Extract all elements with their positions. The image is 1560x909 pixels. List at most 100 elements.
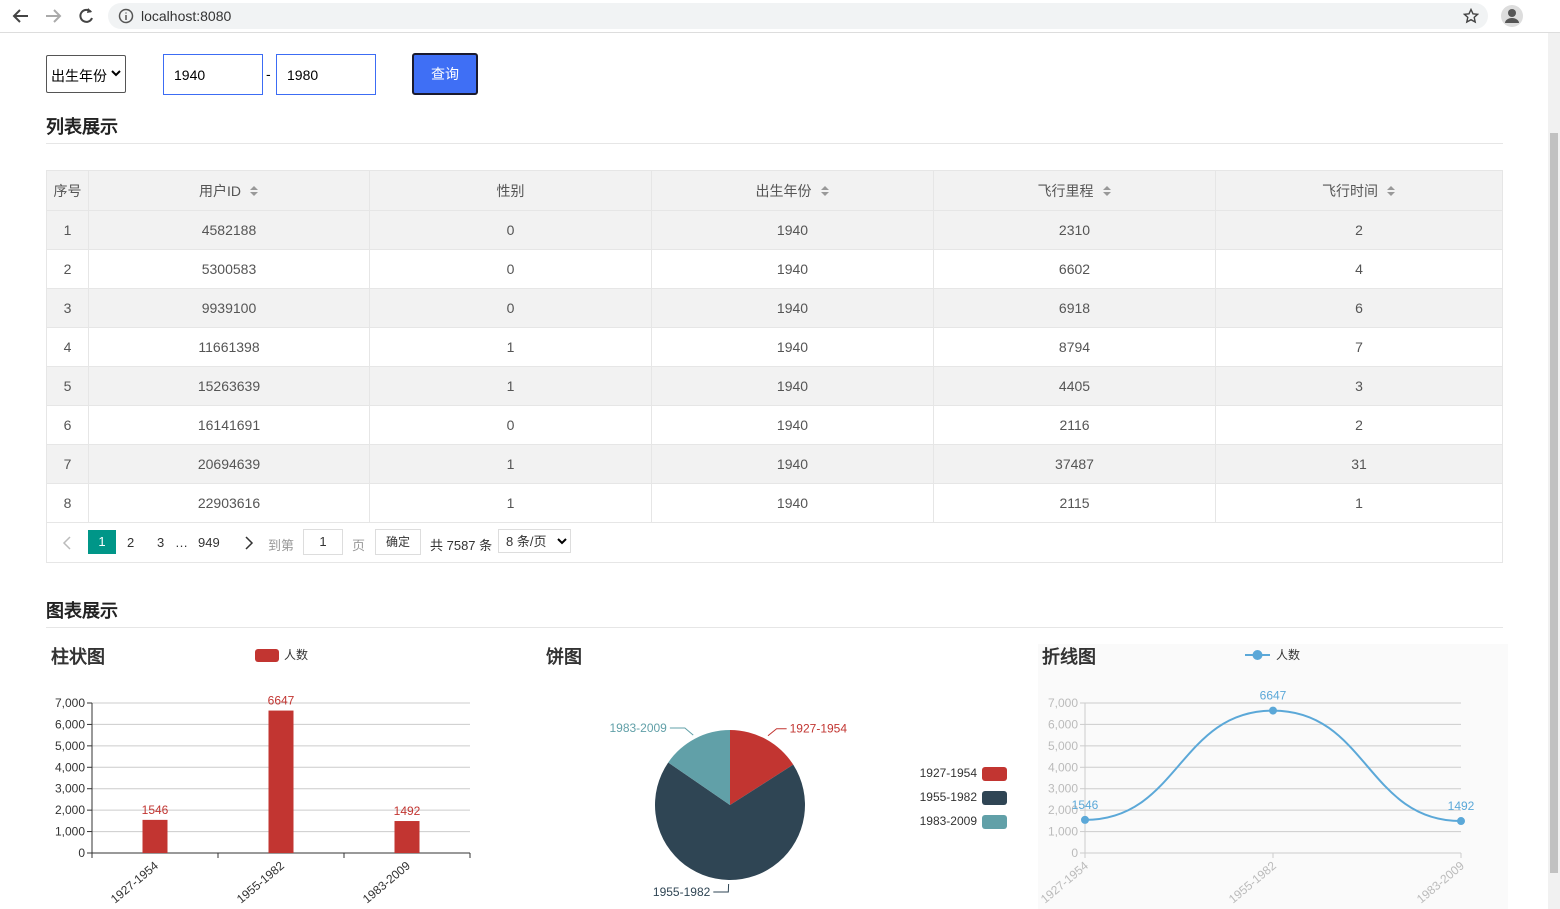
y-tick-label: 7,000 [55,696,85,710]
total: 共 7587 条 [430,538,493,553]
page-link[interactable]: 2 [127,535,135,550]
x-tick-label: 1983-2009 [360,858,413,906]
y-tick-label: 1,000 [1048,825,1078,839]
label-line [713,883,730,893]
page-link[interactable]: 3 [157,535,165,550]
column-header: 性别 [369,170,652,211]
y-tick-label: 2,000 [1048,803,1078,817]
sort-arrows[interactable] [1102,185,1112,197]
column-header: 飞行里程 [933,170,1216,211]
y-tick-label: 4,000 [1048,760,1078,774]
value-label: 1492 [394,804,421,818]
field-select[interactable]: 出生年份 [46,55,126,93]
cell: 3 [46,288,89,328]
table-row: 7 20694639 1 1940 37487 31 [46,444,1503,484]
value-label: 1546 [1072,798,1099,812]
separator: - [266,66,271,82]
address-bar[interactable]: localhost:8080 [108,3,1488,29]
cell: 1940 [651,210,934,250]
sort-arrows[interactable] [820,185,830,197]
divider [46,143,1503,144]
page-current[interactable]: 1 [88,530,116,554]
sort-arrows[interactable] [249,185,259,197]
label-line [767,728,787,737]
cell: 1 [46,210,89,250]
legend-dot [1252,650,1263,660]
slice-label: 1955-1982 [653,885,711,899]
arrow [557,538,567,545]
to-input[interactable]: 1980 [276,54,376,95]
page-size-select[interactable]: 8 条/页 [498,529,571,553]
goto-label: 到第 [268,538,295,553]
pie-slice [730,730,794,805]
ellipsis: … [175,535,188,550]
prev[interactable] [61,536,73,550]
legend-swatch [255,649,279,662]
from-input[interactable]: 1940 [163,54,263,95]
cell: 2 [1215,210,1503,250]
page-input[interactable]: 1 [303,529,343,555]
cell: 1 [369,366,652,406]
column-header: 用户ID [88,170,370,211]
table-row: 2 5300583 0 1940 6602 4 [46,249,1503,289]
page-link[interactable]: 949 [198,535,220,550]
profile-icon[interactable] [1500,4,1524,28]
section-title: 列表展示 [46,117,118,137]
query-button[interactable]: 查询 [412,53,478,95]
divider [46,627,1503,628]
table-row: 6 16141691 0 1940 2116 2 [46,405,1503,445]
browser-bar: localhost:8080 [0,0,1560,33]
scrollbar[interactable] [1548,33,1560,909]
info-icon [118,8,134,24]
y-tick-label: 7,000 [1048,696,1078,710]
value-label: 6647 [268,694,295,708]
table-row: 4 11661398 1 1940 8794 7 [46,327,1503,367]
x-tick-label: 1955-1982 [1226,858,1279,906]
column-header: 序号 [46,170,89,211]
next[interactable] [243,536,255,550]
y-tick-label: 0 [1071,846,1078,860]
cell: 5300583 [88,249,370,289]
legend-label: 人数 [284,647,308,662]
star-icon[interactable] [1463,8,1479,24]
column-header: 出生年份 [651,170,934,211]
header-text: 性别 [496,182,525,199]
line [1084,709,1462,823]
x-tick-label: 1927-1954 [108,858,161,906]
cell: 2116 [933,405,1216,445]
cell: 8794 [933,327,1216,367]
y-tick-label: 2,000 [55,803,85,817]
table-row: 8 22903616 1 1940 2115 1 [46,483,1503,523]
legend-label: 1955-1982 [920,790,978,804]
cell: 1940 [651,483,934,523]
table-row: 1 4582188 0 1940 2310 2 [46,210,1503,250]
pie-slice [668,730,730,805]
header-text: 飞行时间 [1322,182,1378,199]
sort-arrows[interactable] [1386,185,1396,197]
nav-buttons[interactable] [0,0,108,32]
x-tick-label: 1983-2009 [1414,858,1467,906]
y-tick-label: 5,000 [55,739,85,753]
cell: 1940 [651,444,934,484]
point [1081,815,1089,824]
label-line [669,727,694,736]
field-text: 出生年份 [51,68,107,84]
cell: 0 [369,210,652,250]
confirm-button[interactable]: 确定 [375,529,421,555]
cell: 1 [1215,483,1503,523]
legend-swatch [982,767,1007,781]
cell: 1940 [651,288,934,328]
header-text: 飞行里程 [1037,182,1094,199]
cell: 1940 [651,249,934,289]
page-unit: 页 [352,538,366,553]
cell: 1 [369,444,652,484]
y-tick-label: 3,000 [1048,782,1078,796]
cell: 22903616 [88,483,370,523]
x-tick-label: 1927-1954 [1038,858,1091,906]
sort-icon [1102,184,1112,200]
scroll-thumb[interactable] [1550,133,1558,873]
cell: 2115 [933,483,1216,523]
arrow [111,70,121,77]
y-tick-label: 4,000 [55,760,85,774]
